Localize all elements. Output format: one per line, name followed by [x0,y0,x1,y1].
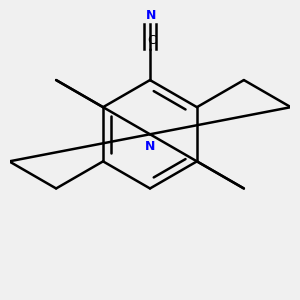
Text: N: N [145,140,155,152]
Text: N: N [146,9,156,22]
Text: C: C [147,34,156,47]
